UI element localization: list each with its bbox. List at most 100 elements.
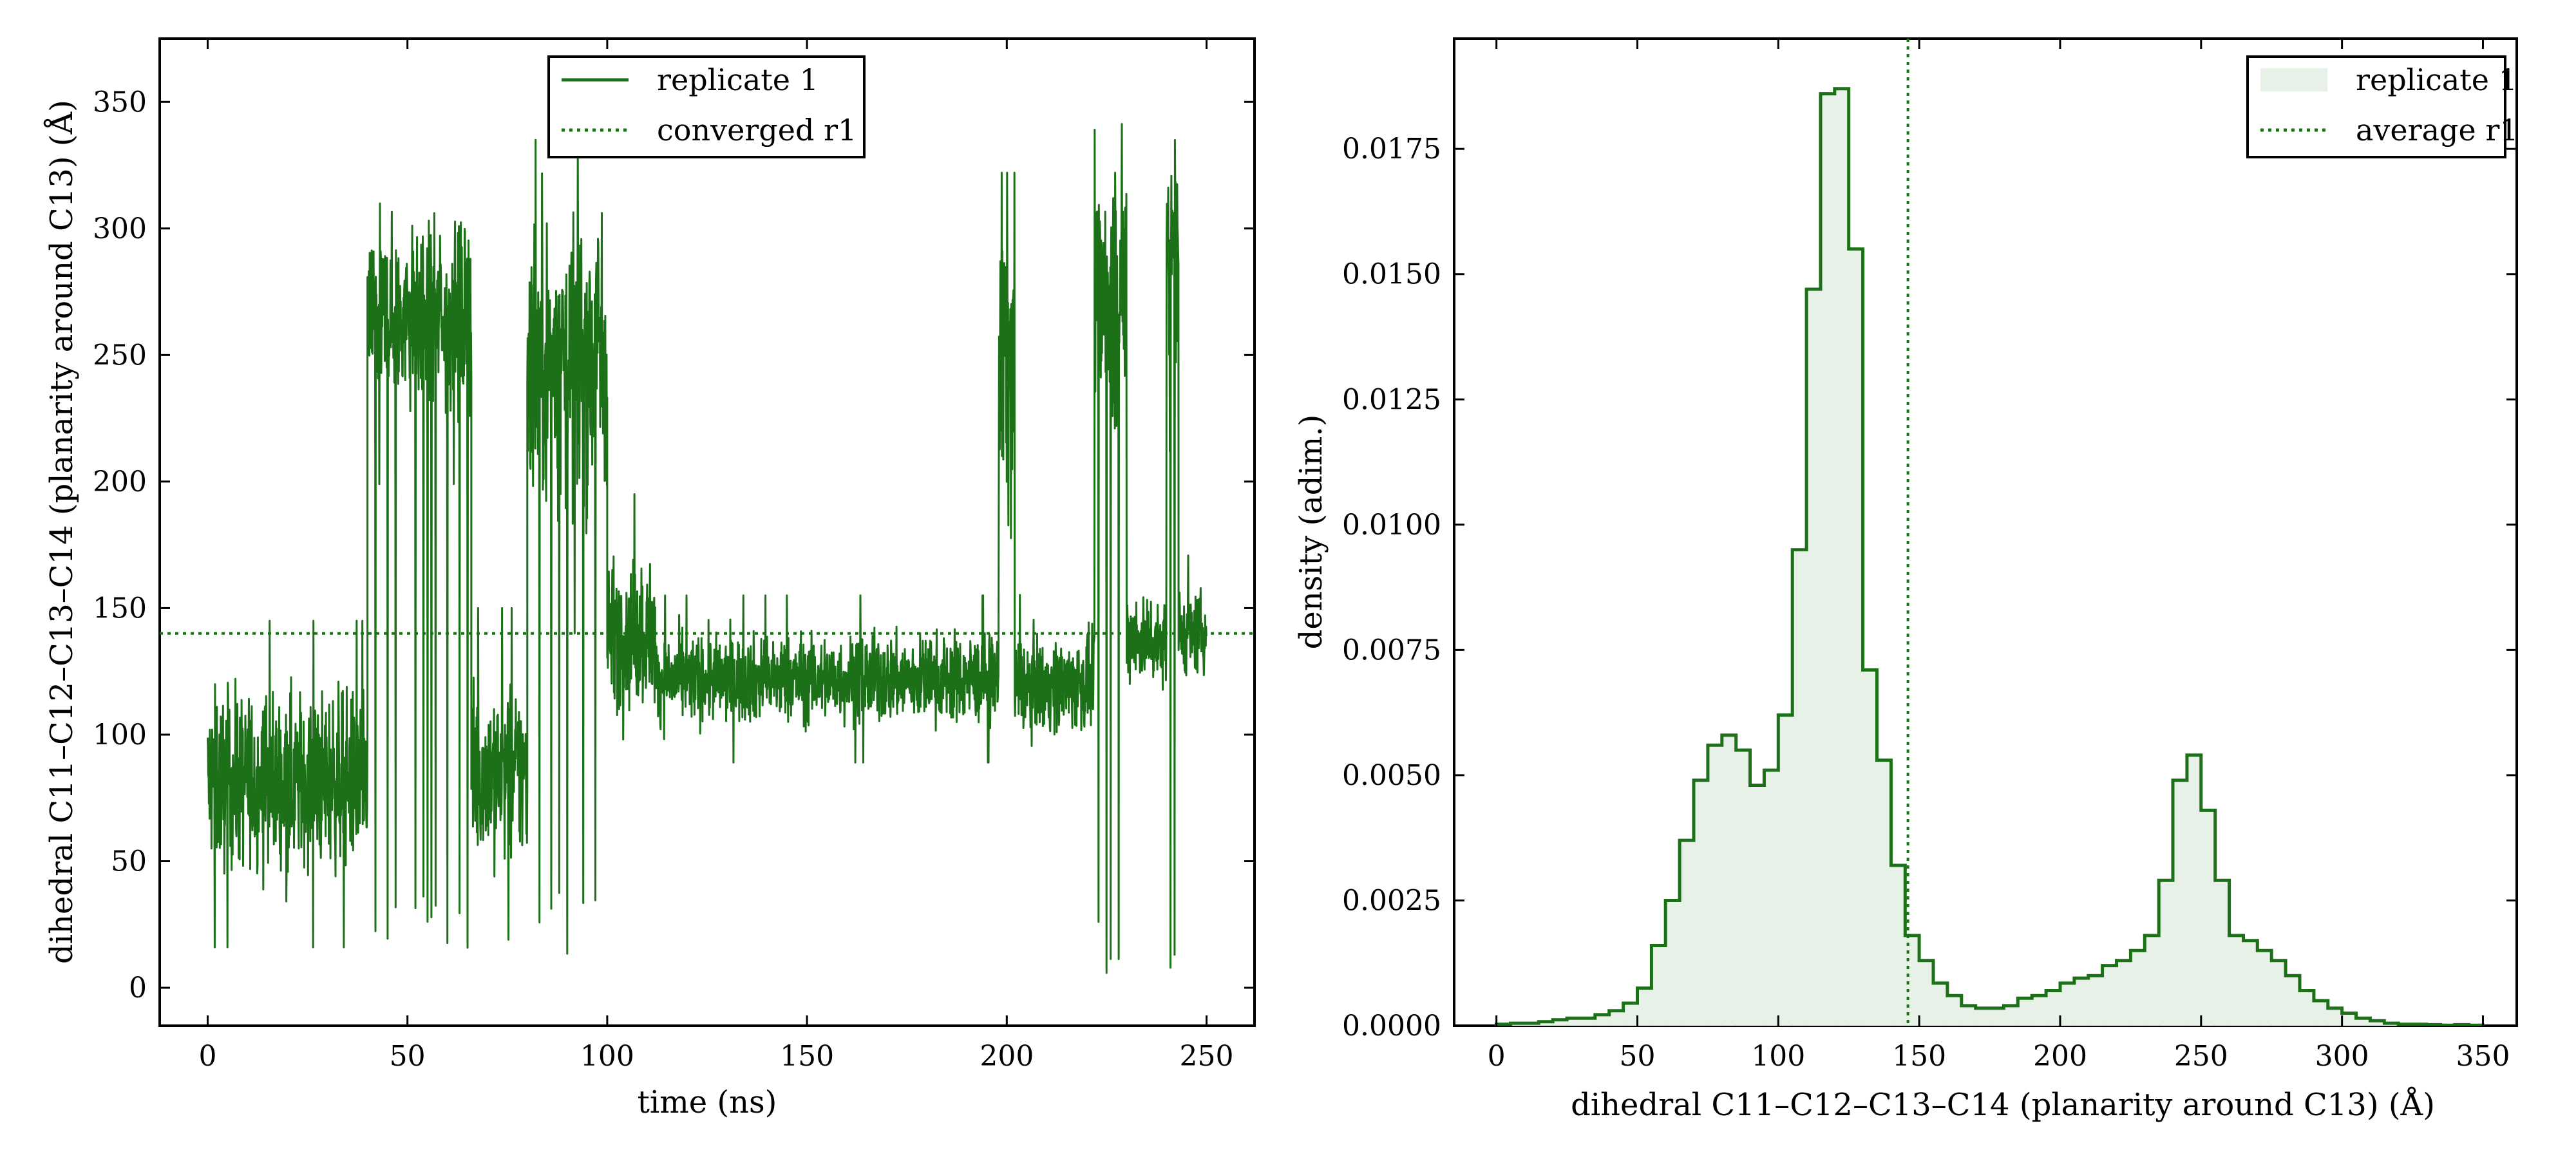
histogram-bar <box>1975 1008 1990 1026</box>
histogram-bar <box>2271 960 2286 1026</box>
histogram-bar <box>1933 983 1947 1026</box>
histogram-bar <box>1792 549 1807 1026</box>
histogram-bar <box>1848 249 1863 1026</box>
left-legend-box <box>547 55 866 158</box>
left-x-tick-label: 200 <box>980 1040 1034 1073</box>
right-x-tick-label: 300 <box>2315 1040 2369 1073</box>
histogram-bar <box>1821 93 1835 1026</box>
right-plot-frame <box>1453 37 2518 1027</box>
right-axis-ticks: 0 50 100 150 200 250 300 350 0.0000 0.0025 0.0050 0… <box>1342 39 2517 1073</box>
histogram-bar <box>2159 880 2174 1026</box>
left-x-tick-label: 150 <box>780 1040 834 1073</box>
left-y-tick-label: 150 <box>93 592 147 625</box>
histogram-bar <box>1905 935 1920 1026</box>
histogram-bar <box>2046 990 2060 1026</box>
histogram-bar <box>2201 810 2215 1026</box>
histogram-bar <box>1806 289 1821 1026</box>
histogram-bar <box>1961 1005 1976 1026</box>
histogram-bar <box>2370 1021 2385 1026</box>
left-y-tick-label: 250 <box>93 339 147 372</box>
histogram-bar <box>2186 755 2201 1026</box>
right-y-tick-label: 0.0000 <box>1342 1010 1441 1042</box>
histogram-bar <box>1680 840 1694 1026</box>
histogram-bar <box>1651 945 1666 1026</box>
histogram-bar <box>1553 1019 1567 1026</box>
histogram-bar <box>2102 965 2117 1026</box>
right-x-tick-label: 250 <box>2174 1040 2228 1073</box>
histogram-bar <box>1778 715 1793 1026</box>
left-x-tick-label: 50 <box>390 1040 426 1073</box>
histogram-bar <box>2286 975 2300 1026</box>
histogram-bar <box>1623 1003 1638 1026</box>
right-y-tick-label: 0.0100 <box>1342 509 1441 542</box>
right-x-tick-label: 200 <box>2033 1040 2087 1073</box>
histogram-bar <box>2130 950 2145 1026</box>
left-y-tick-label: 200 <box>93 466 147 498</box>
right-x-tick-label: 100 <box>1751 1040 1805 1073</box>
histogram-bar <box>2003 1005 2018 1026</box>
right-plot-area <box>1495 39 2485 1026</box>
histogram-bar <box>1721 735 1736 1026</box>
left-plot-frame <box>158 37 1256 1027</box>
right-x-axis-label: dihedral C11–C12–C13–C14 (planarity arou… <box>1571 1086 2435 1123</box>
right-y-tick-label: 0.0050 <box>1342 759 1441 792</box>
histogram-bar <box>2327 1008 2342 1026</box>
right-x-tick-label: 350 <box>2456 1040 2510 1073</box>
histogram-bar <box>1567 1018 1581 1026</box>
histogram-bar <box>2342 1013 2356 1026</box>
left-y-tick-label: 350 <box>93 86 147 118</box>
histogram-step-outline <box>1495 87 2485 1026</box>
histogram-bar <box>1989 1008 2004 1026</box>
left-x-axis-label: time (ns) <box>638 1084 777 1120</box>
right-y-tick-label: 0.0175 <box>1342 133 1441 165</box>
histogram-bar <box>2243 940 2258 1026</box>
left-y-tick-label: 300 <box>93 212 147 245</box>
right-legend: replicate 1 average r1 <box>2246 55 2519 158</box>
left-y-axis-label: dihedral C11–C12–C13–C14 (planarity arou… <box>43 100 80 964</box>
legend-label-average: average r1 <box>2356 113 2519 147</box>
histogram-bar <box>1707 745 1722 1026</box>
histogram-bar <box>1637 988 1652 1026</box>
histogram-bar <box>1609 1010 1624 1026</box>
histogram-bar <box>1947 995 1962 1026</box>
histogram-bar <box>2229 935 2244 1026</box>
histogram-bar <box>1834 88 1849 1026</box>
legend-label-replicate: replicate 1 <box>657 62 819 97</box>
left-x-tick-label: 0 <box>198 1040 216 1073</box>
left-plot-area <box>160 123 1255 974</box>
right-y-tick-label: 0.0025 <box>1342 884 1441 917</box>
histogram-bar <box>2032 995 2047 1026</box>
right-y-tick-label: 0.0075 <box>1342 634 1441 666</box>
left-x-tick-label: 100 <box>580 1040 634 1073</box>
histogram-bar <box>1862 670 1877 1026</box>
histogram-bar <box>2215 880 2230 1026</box>
left-legend: replicate 1 converged r1 <box>547 55 866 158</box>
histogram-bar <box>1750 785 1765 1026</box>
right-x-tick-label: 150 <box>1892 1040 1946 1073</box>
histogram-bar <box>2300 990 2314 1026</box>
legend-label-converged: converged r1 <box>657 113 857 147</box>
histogram-bar <box>2060 983 2074 1026</box>
histogram-bar <box>1694 780 1708 1026</box>
histogram-bar <box>2116 960 2131 1026</box>
histogram-bar <box>2257 950 2272 1026</box>
histogram-bar <box>2356 1018 2371 1026</box>
histogram-bar <box>2088 975 2103 1026</box>
histogram-bar <box>1919 960 1933 1026</box>
legend-patch-replicate <box>2260 68 2327 91</box>
histogram-bar <box>2173 780 2187 1026</box>
time-series-panel: 0 50 100 150 200 250 0 50 100 150 200 250 300 350 tim… <box>43 37 1256 1120</box>
right-y-tick-label: 0.0125 <box>1342 383 1441 416</box>
histogram-bar <box>1580 1018 1595 1026</box>
histogram-bar <box>1891 865 1906 1026</box>
right-y-axis-label: density (adim.) <box>1293 415 1329 650</box>
left-axis-ticks: 0 50 100 150 200 250 0 50 100 150 200 250 300 350 <box>93 39 1255 1073</box>
histogram-bar <box>1539 1021 1553 1026</box>
legend-label-replicate-hist: replicate 1 <box>2356 62 2517 97</box>
right-x-tick-label: 50 <box>1619 1040 1655 1073</box>
left-y-tick-label: 0 <box>129 972 147 1004</box>
histogram-bar <box>1595 1014 1609 1026</box>
histogram-bar <box>2145 935 2159 1026</box>
histogram-bar <box>2074 978 2088 1026</box>
